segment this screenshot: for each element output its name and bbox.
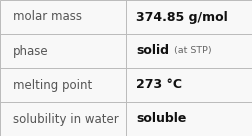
Bar [0, 68, 252, 102]
Text: solid: solid [136, 44, 169, 58]
Text: molar mass: molar mass [13, 10, 82, 24]
Text: 273 °C: 273 °C [136, 78, 182, 92]
Text: soluble: soluble [136, 112, 186, 126]
Text: (at STP): (at STP) [171, 47, 212, 55]
Bar [0, 34, 252, 68]
Text: phase: phase [13, 44, 48, 58]
Text: solubility in water: solubility in water [13, 112, 118, 126]
Text: melting point: melting point [13, 78, 92, 92]
Bar [0, 0, 252, 34]
Text: 374.85 g/mol: 374.85 g/mol [136, 10, 228, 24]
Bar [0, 102, 252, 136]
